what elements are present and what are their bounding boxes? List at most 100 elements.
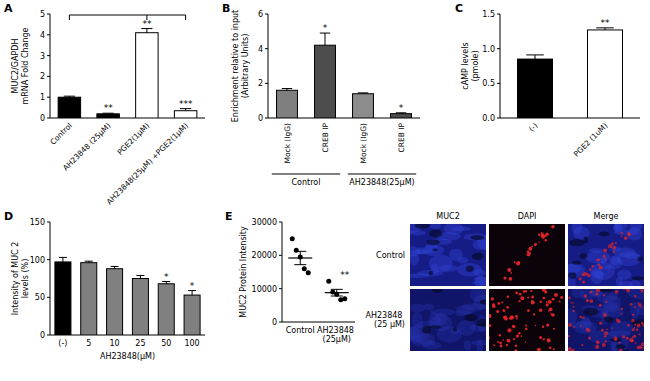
texture [466, 266, 474, 272]
significance: * [323, 23, 328, 33]
bracket-leg [146, 15, 147, 20]
texture [503, 276, 506, 279]
error-bar [111, 266, 119, 268]
y-tick-label: 5 [40, 10, 45, 19]
texture [474, 276, 486, 281]
texture [516, 334, 519, 337]
y-axis-label: (pmole) [471, 50, 480, 81]
texture [554, 293, 558, 297]
texture [515, 345, 517, 347]
micrograph [410, 289, 486, 351]
texture [586, 299, 589, 302]
texture [627, 227, 642, 240]
point [294, 248, 299, 253]
texture [535, 243, 537, 245]
error-line [325, 33, 326, 45]
texture [598, 264, 600, 266]
micrograph [489, 289, 565, 351]
significance: * [399, 103, 404, 113]
bar [184, 295, 200, 335]
texture [525, 341, 527, 343]
texture [590, 291, 593, 294]
panel: 0246Enrichment relative to input(Arbitra… [222, 2, 420, 187]
error-bar [59, 257, 67, 262]
texture [524, 290, 527, 293]
y-tick [265, 118, 268, 119]
texture [546, 303, 549, 306]
texture [553, 328, 555, 330]
texture [531, 301, 535, 305]
texture [526, 254, 528, 256]
texture [641, 322, 643, 324]
texture [510, 272, 512, 274]
texture [596, 340, 600, 344]
texture [572, 302, 574, 304]
label-line: AH23848 [317, 326, 356, 335]
texture [579, 277, 582, 280]
texture [535, 325, 536, 326]
texture [572, 261, 581, 265]
texture [569, 239, 585, 246]
texture [622, 336, 625, 339]
texture [539, 308, 542, 311]
texture [582, 280, 585, 283]
x-tick-label: AH23848 (25μM) [61, 121, 112, 172]
texture [426, 239, 440, 245]
x-tick-label: (-) [527, 121, 539, 133]
texture [549, 346, 552, 349]
texture [621, 235, 623, 237]
y-tick [497, 83, 500, 84]
texture [588, 337, 591, 340]
panel: 0100002000030000MUC2 Protein IntensityEC… [225, 210, 650, 356]
x-axis [282, 322, 355, 323]
texture [525, 328, 528, 331]
y-tick [47, 335, 50, 336]
y-tick-label: 4 [258, 45, 263, 54]
bar [518, 59, 553, 118]
y-axis [268, 14, 269, 118]
error-bar [358, 92, 368, 94]
texture [520, 296, 524, 300]
error-cap [282, 88, 292, 89]
y-tick-label: 150 [30, 218, 45, 227]
texture [614, 337, 618, 341]
texture [632, 277, 644, 281]
error-bar [596, 28, 614, 30]
texture [543, 338, 545, 340]
texture [489, 324, 491, 327]
texture [515, 292, 518, 295]
texture [604, 317, 613, 323]
texture [521, 335, 523, 337]
texture [640, 289, 643, 292]
texture [489, 314, 492, 318]
image-column-label: Merge [594, 212, 619, 221]
y-tick-label: 30000 [252, 218, 277, 227]
texture [500, 345, 503, 348]
texture [471, 340, 486, 346]
label-line: (25 μM) [374, 320, 405, 329]
texture [527, 309, 530, 312]
x-tick-label: 25 [135, 339, 145, 348]
texture [598, 289, 613, 293]
y-tick [265, 83, 268, 84]
x-axis-label: AH23848(μM) [100, 352, 155, 361]
bar [107, 269, 123, 335]
texture [606, 328, 608, 330]
texture [513, 338, 515, 340]
x-tick-label: Control [48, 121, 74, 147]
texture [604, 331, 608, 335]
error-cap [111, 266, 119, 267]
texture [497, 341, 499, 343]
texture [541, 232, 543, 234]
texture [538, 234, 540, 236]
texture [506, 306, 509, 309]
texture [548, 300, 552, 304]
y-axis [50, 222, 51, 335]
texture [517, 261, 520, 264]
error-bar [331, 289, 343, 296]
texture [539, 336, 542, 339]
texture [551, 225, 555, 229]
x-tick-label: CREB IP [397, 123, 406, 153]
texture [497, 302, 500, 305]
texture [616, 344, 626, 349]
